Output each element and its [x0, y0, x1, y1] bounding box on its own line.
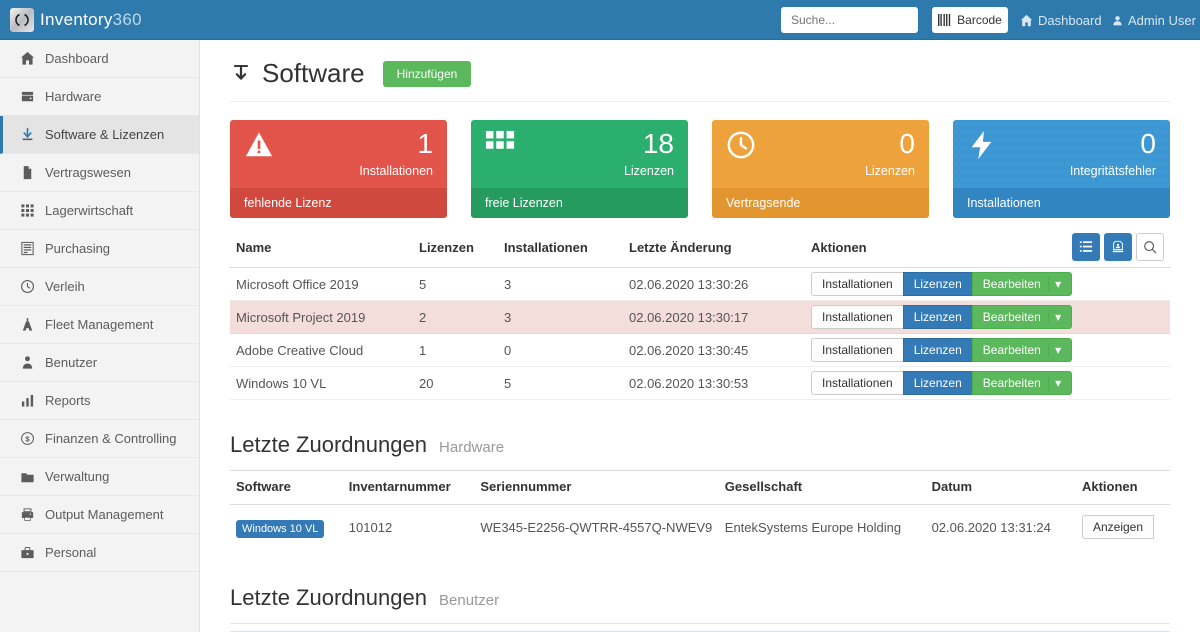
svg-text:$: $: [25, 435, 30, 444]
